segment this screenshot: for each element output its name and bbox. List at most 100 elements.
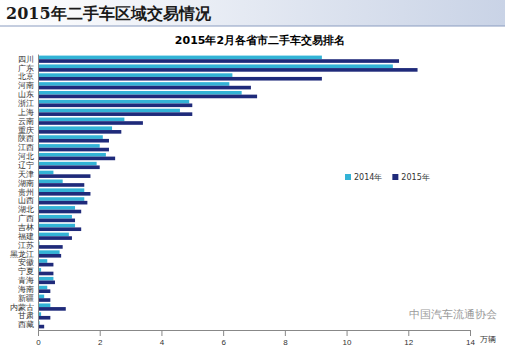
y-tick: 广东 [18, 64, 38, 73]
bar [38, 224, 75, 228]
y-tick: 陕西 [18, 134, 38, 143]
x-tick-mark [408, 330, 409, 336]
bar [38, 206, 75, 210]
y-tick: 甘肃 [18, 311, 38, 320]
y-tick-label: 西藏 [18, 320, 34, 329]
x-tick-label: 4 [160, 338, 165, 347]
y-tick-label: 黑龙江 [10, 250, 34, 259]
bar [38, 171, 53, 175]
y-tick: 安徽 [18, 258, 38, 267]
x-tick: 4 [160, 330, 165, 347]
x-tick-mark [285, 330, 286, 336]
y-tick-label: 江苏 [18, 241, 34, 250]
bar [38, 100, 189, 104]
y-tick: 山东 [18, 90, 38, 99]
y-tick-label: 浙江 [18, 99, 34, 108]
y-tick: 河北 [18, 152, 38, 161]
bar [38, 82, 229, 86]
bar [38, 109, 180, 113]
bar [38, 121, 143, 125]
bar [38, 289, 50, 293]
y-tick-label: 辽宁 [18, 161, 34, 170]
bar [38, 126, 112, 130]
bar [38, 219, 75, 223]
bar [38, 197, 84, 201]
x-tick-label: 14 [466, 338, 475, 347]
chart: 2015年二手车区域交易情况2015年2月各省市二手车交易排名024681012… [0, 0, 505, 362]
bar [38, 103, 192, 107]
bar [38, 130, 121, 134]
bar [38, 174, 90, 178]
bar [38, 236, 72, 240]
x-tick-mark [38, 330, 39, 336]
bar [38, 188, 84, 192]
bar [38, 64, 393, 68]
y-tick-label: 广西 [18, 214, 34, 223]
x-tick-label: 6 [221, 338, 226, 347]
y-tick-label: 河北 [18, 152, 34, 161]
y-tick-label: 四川 [18, 55, 34, 64]
y-tick: 北京 [18, 72, 38, 81]
bar [38, 250, 60, 254]
bar [38, 86, 251, 90]
bar [38, 153, 106, 157]
y-tick-label: 山东 [18, 90, 34, 99]
legend-swatch [392, 174, 398, 180]
y-tick: 山西 [18, 196, 38, 205]
y-tick-label: 上海 [18, 108, 34, 117]
bar [38, 286, 47, 290]
y-tick-label: 广东 [18, 64, 34, 73]
y-tick: 吉林 [18, 223, 38, 232]
y-tick: 上海 [18, 108, 38, 117]
x-tick-label: 8 [283, 338, 288, 347]
bar [38, 139, 109, 143]
y-tick-label: 河南 [18, 81, 34, 90]
y-tick: 江苏 [18, 241, 38, 250]
header-rule [0, 26, 505, 27]
y-tick-label: 新疆 [18, 294, 34, 303]
bars [38, 56, 418, 329]
bar [38, 56, 322, 60]
bar [38, 192, 90, 196]
y-tick: 青海 [18, 276, 38, 285]
bar [38, 144, 100, 148]
y-tick: 广西 [18, 214, 38, 223]
y-tick-label: 内蒙古 [10, 303, 34, 312]
y-tick: 海南 [18, 285, 38, 294]
bar [38, 277, 53, 281]
x-axis-line [39, 330, 471, 331]
bar [38, 183, 84, 187]
y-tick: 湖北 [18, 205, 38, 214]
y-tick-label: 海南 [18, 285, 34, 294]
y-tick: 云南 [18, 117, 38, 126]
y-tick: 宁夏 [18, 267, 38, 276]
y-tick-label: 湖南 [18, 179, 34, 188]
x-axis-title: 万辆 [480, 335, 496, 344]
x-tick-label: 12 [404, 338, 413, 347]
bar [38, 272, 53, 276]
x-tick-mark [100, 330, 101, 336]
y-tick-label: 贵州 [18, 188, 34, 197]
bar [38, 157, 115, 161]
y-tick: 贵州 [18, 188, 38, 197]
bar [38, 73, 232, 77]
y-tick-label: 山西 [18, 196, 34, 205]
x-tick-label: 2 [98, 338, 103, 347]
bar [38, 281, 55, 285]
y-tick: 西藏 [18, 320, 38, 329]
bar [38, 303, 50, 307]
bar [38, 316, 50, 320]
x-tick: 0 [36, 330, 41, 347]
bar [38, 77, 322, 81]
y-tick-label: 湖北 [18, 205, 34, 214]
x-tick: 14 [466, 330, 475, 347]
x-tick: 12 [404, 330, 413, 347]
bar [38, 162, 97, 166]
y-tick: 重庆 [18, 126, 38, 135]
y-tick: 江西 [18, 143, 38, 152]
bar [38, 112, 192, 116]
bar [38, 95, 257, 99]
x-tick-mark [161, 330, 162, 336]
y-tick: 四川 [18, 55, 38, 64]
bar [38, 245, 63, 249]
